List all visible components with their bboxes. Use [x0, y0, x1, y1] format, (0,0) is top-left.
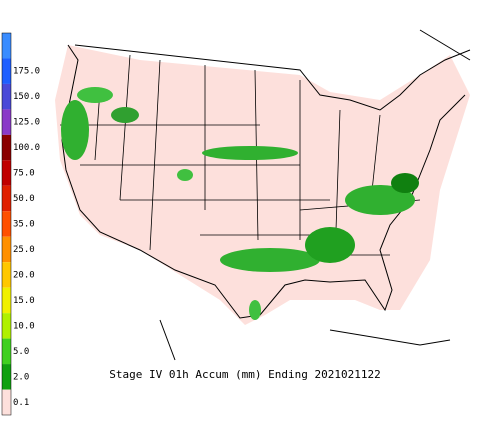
precip-area	[61, 100, 89, 160]
legend-swatch	[2, 211, 11, 237]
legend-swatch	[2, 236, 11, 263]
precip-area	[77, 87, 113, 103]
legend-label: 125.0	[13, 118, 40, 128]
legend-label: 50.0	[13, 194, 35, 204]
legend-swatch	[2, 33, 11, 59]
legend-frame	[1, 32, 12, 416]
legend-swatch	[2, 338, 11, 365]
precip-area	[249, 300, 261, 320]
outside-shapes	[159, 29, 471, 361]
legend-swatch	[2, 83, 11, 110]
legend-label: 35.0	[13, 220, 35, 230]
legend-swatch	[2, 262, 11, 288]
color-legend: 175.0 150.0 125.0 100.0 75.0 50.0 35.0 25.0 20.0…	[1, 32, 40, 416]
legend-label: 75.0	[13, 169, 35, 179]
precip-area	[220, 248, 320, 272]
precip-area	[345, 185, 415, 215]
legend-label: 20.0	[13, 270, 35, 280]
legend-label: 2.0	[13, 372, 29, 382]
map-title: Stage IV 01h Accum (mm) Ending 202102112…	[109, 368, 381, 381]
precip-area	[305, 227, 355, 263]
legend-label: 0.1	[13, 398, 29, 408]
legend-label: 175.0	[13, 67, 40, 77]
north-border	[74, 44, 471, 111]
legend-label: 5.0	[13, 347, 29, 357]
precip-area	[202, 146, 298, 160]
legend-swatch	[2, 109, 11, 135]
precip-area	[111, 107, 139, 123]
legend-swatch	[2, 313, 11, 339]
legend-swatch	[2, 389, 11, 415]
legend-swatch	[2, 185, 11, 212]
legend-swatch	[2, 364, 11, 390]
legend-label: 150.0	[13, 92, 40, 102]
precip-area	[391, 173, 419, 193]
legend-swatch	[2, 160, 11, 186]
legend-swatch	[2, 134, 11, 161]
precip-area	[177, 169, 193, 181]
legend-label: 25.0	[13, 245, 35, 255]
legend-label: 10.0	[13, 321, 35, 331]
legend-label: 15.0	[13, 296, 35, 306]
legend-swatch	[2, 287, 11, 314]
legend-swatch	[2, 58, 11, 84]
legend-label: 100.0	[13, 143, 40, 153]
precipitation	[61, 87, 419, 320]
